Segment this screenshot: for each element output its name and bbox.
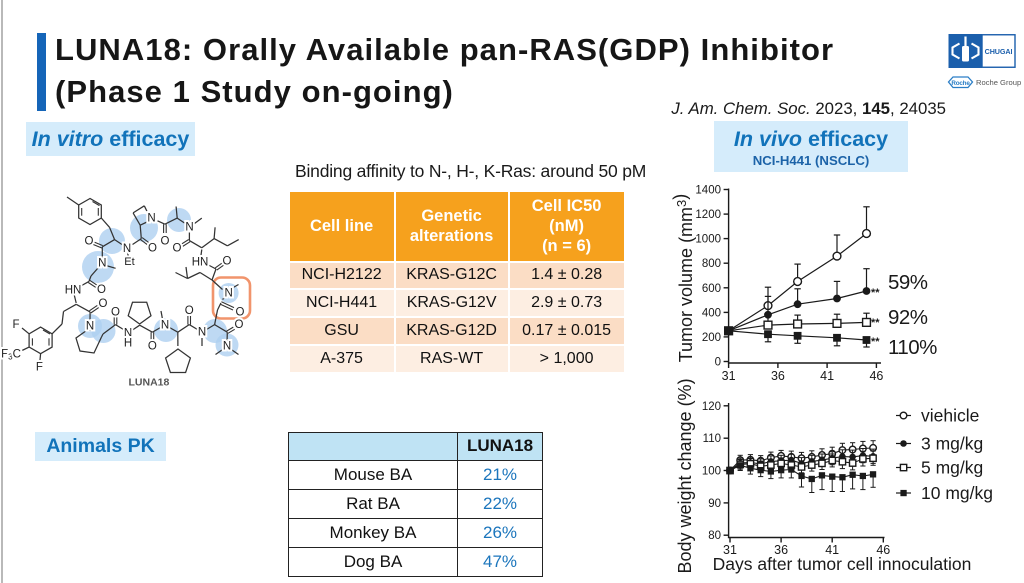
- svg-text:46: 46: [876, 543, 890, 557]
- svg-text:N: N: [147, 213, 155, 225]
- svg-text:200: 200: [702, 332, 721, 344]
- svg-text:41: 41: [825, 543, 839, 557]
- svg-text:N: N: [185, 222, 193, 234]
- svg-text:120: 120: [702, 401, 721, 413]
- svg-text:N: N: [98, 258, 106, 270]
- svg-text:N: N: [223, 341, 231, 353]
- svg-text:viehicle: viehicle: [921, 406, 979, 426]
- svg-text:O: O: [185, 305, 194, 317]
- svg-text:O: O: [223, 256, 232, 268]
- svg-text:**: **: [871, 317, 880, 329]
- svg-text:Roche: Roche: [951, 80, 970, 87]
- svg-text:O: O: [148, 341, 157, 353]
- svg-text:110: 110: [703, 433, 721, 445]
- svg-text:N: N: [224, 288, 232, 300]
- svg-text:N: N: [161, 320, 169, 332]
- svg-text:46: 46: [869, 369, 883, 383]
- svg-text:110%: 110%: [888, 336, 937, 359]
- svg-text:O: O: [99, 298, 108, 310]
- svg-text:LUNA18: LUNA18: [129, 377, 170, 389]
- svg-text:80: 80: [708, 530, 721, 542]
- svg-text:HN: HN: [192, 257, 209, 269]
- svg-text:36: 36: [771, 369, 785, 383]
- svg-text:H: H: [124, 338, 132, 350]
- svg-text:100: 100: [702, 466, 721, 478]
- svg-text:O: O: [111, 307, 120, 319]
- svg-text:**: **: [871, 336, 880, 348]
- svg-text:HN: HN: [65, 285, 82, 297]
- svg-text:O: O: [85, 236, 94, 248]
- svg-text:31: 31: [722, 369, 736, 383]
- svg-text:3 mg/kg: 3 mg/kg: [921, 434, 983, 454]
- svg-text:Roche Group: Roche Group: [976, 78, 1021, 87]
- svg-text:800: 800: [702, 258, 721, 270]
- svg-text:Tumor volume (mm3): Tumor volume (mm3): [670, 194, 696, 363]
- svg-text:0: 0: [715, 357, 721, 369]
- svg-text:1400: 1400: [695, 185, 721, 197]
- svg-text:90: 90: [708, 498, 721, 510]
- svg-text:Body weight change (%): Body weight change (%): [675, 378, 695, 573]
- svg-text:N: N: [124, 328, 132, 340]
- svg-text:O: O: [161, 236, 170, 248]
- svg-text:5 mg/kg: 5 mg/kg: [921, 458, 983, 478]
- svg-text:Days after tumor cell innocula: Days after tumor cell innoculation: [713, 554, 972, 574]
- svg-text:O: O: [148, 243, 157, 255]
- svg-text:Et: Et: [124, 256, 134, 268]
- svg-text:N: N: [86, 321, 94, 333]
- svg-text:O: O: [235, 319, 244, 331]
- svg-text:O: O: [97, 284, 106, 296]
- svg-text:36: 36: [774, 543, 788, 557]
- svg-text:O: O: [236, 307, 245, 319]
- svg-text:59%: 59%: [888, 271, 928, 294]
- svg-text:400: 400: [702, 307, 721, 319]
- svg-text:N: N: [198, 327, 206, 339]
- svg-text:CHUGAI: CHUGAI: [985, 47, 1013, 56]
- svg-text:1200: 1200: [695, 209, 721, 221]
- svg-text:F3C: F3C: [1, 349, 21, 362]
- svg-text:92%: 92%: [888, 306, 928, 329]
- svg-text:31: 31: [723, 543, 737, 557]
- svg-text:41: 41: [820, 369, 834, 383]
- svg-text:F: F: [36, 362, 43, 374]
- svg-text:N: N: [123, 243, 131, 255]
- svg-text:600: 600: [702, 283, 721, 295]
- svg-text:O: O: [173, 243, 182, 255]
- svg-text:10 mg/kg: 10 mg/kg: [921, 483, 993, 503]
- svg-text:1000: 1000: [695, 234, 721, 246]
- svg-text:**: **: [871, 287, 880, 299]
- svg-text:F: F: [12, 319, 19, 331]
